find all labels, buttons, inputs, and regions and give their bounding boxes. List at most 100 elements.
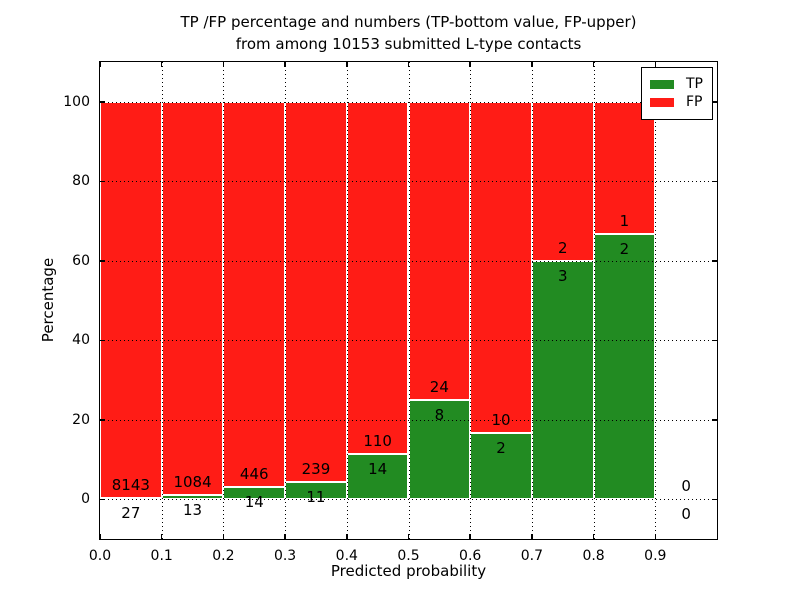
tp-count-annotation: 27 xyxy=(121,503,141,522)
y-tick-label: 80 xyxy=(72,173,90,190)
x-tick-label: 0.1 xyxy=(150,548,173,564)
x-tick-mark xyxy=(222,62,225,67)
tp-count-annotation: 14 xyxy=(244,493,264,512)
y-tick-mark xyxy=(100,180,105,182)
fp-count-annotation: 10 xyxy=(491,410,511,429)
x-tick-mark xyxy=(346,534,348,539)
fp-count-annotation: 0 xyxy=(681,477,691,496)
fp-count-annotation: 1084 xyxy=(173,472,212,491)
y-tick-mark xyxy=(712,101,717,103)
y-tick-label: 0 xyxy=(81,491,90,508)
x-tick-mark xyxy=(592,62,595,67)
tp-count-annotation: 3 xyxy=(557,266,568,285)
plot-area: TP FP 0.0 0.1 0.2 0.3 0.4 0.5 0.6 0.7 0.8 0.9 0 20 4… xyxy=(63,61,718,564)
x-tick-mark xyxy=(284,534,286,539)
x-tick-mark xyxy=(160,62,163,67)
x-tick-label: 0.2 xyxy=(212,548,235,564)
x-tick-label: 0.6 xyxy=(459,548,482,564)
legend-label-tp: TP xyxy=(686,76,703,92)
chart-title-line2: from among 10153 submitted L-type contac… xyxy=(235,35,582,53)
x-tick-mark xyxy=(654,534,657,539)
bar-segment-tp xyxy=(531,260,594,500)
legend-item-fp: FP xyxy=(650,95,703,110)
legend-item-tp: TP xyxy=(650,77,703,92)
fp-count-annotation: 239 xyxy=(301,459,331,478)
y-tick-mark xyxy=(712,180,717,182)
vertical-gridline xyxy=(346,62,348,539)
chart-title: TP /FP percentage and numbers (TP-bottom… xyxy=(99,11,718,55)
bar-segment-fp xyxy=(593,101,656,235)
y-tick-mark xyxy=(100,419,105,421)
y-tick-mark xyxy=(712,419,717,421)
y-tick-mark xyxy=(712,260,717,262)
x-tick-mark xyxy=(654,62,657,67)
fp-swatch-icon xyxy=(650,98,674,107)
x-tick-label: 0.7 xyxy=(520,548,544,564)
x-tick-mark xyxy=(469,62,471,67)
legend-label-fp: FP xyxy=(686,94,703,110)
fp-count-annotation: 8143 xyxy=(111,475,150,494)
vertical-gridline xyxy=(470,62,472,539)
bar-segment-fp xyxy=(346,101,409,455)
tp-swatch-icon xyxy=(650,80,674,89)
tp-count-annotation: 8 xyxy=(434,405,445,424)
x-tick-label: 0.0 xyxy=(88,548,112,564)
fp-count-annotation: 24 xyxy=(429,377,449,396)
x-axis-label: Predicted probability xyxy=(330,562,487,580)
bar-segment-tp xyxy=(408,399,471,500)
x-tick-mark xyxy=(407,534,410,539)
bar-segment-tp xyxy=(593,234,656,500)
vertical-gridline xyxy=(161,62,163,539)
x-tick-label: 0.9 xyxy=(644,548,667,564)
tp-count-annotation: 11 xyxy=(306,487,326,506)
bar-segment-fp xyxy=(285,101,347,482)
bar-segment-fp xyxy=(100,101,162,498)
y-tick-label: 100 xyxy=(63,93,90,110)
bar-segment-tp xyxy=(470,432,532,500)
tp-count-annotation: 0 xyxy=(681,505,691,524)
tp-count-annotation: 14 xyxy=(368,460,388,479)
tp-count-annotation: 13 xyxy=(183,500,203,519)
fp-count-annotation: 446 xyxy=(239,465,269,484)
x-tick-label: 0.8 xyxy=(582,548,605,564)
y-tick-label: 20 xyxy=(72,411,90,428)
x-tick-mark xyxy=(99,534,101,539)
bar-segment-fp xyxy=(408,101,471,400)
bar-segment-fp xyxy=(223,101,286,488)
fp-count-annotation: 2 xyxy=(557,238,568,257)
x-tick-mark xyxy=(407,62,410,67)
fp-count-annotation: 110 xyxy=(363,432,392,451)
y-tick-label: 40 xyxy=(72,332,90,349)
y-tick-mark xyxy=(712,498,717,500)
x-tick-mark xyxy=(222,534,225,539)
x-tick-label: 0.4 xyxy=(335,548,358,564)
vertical-gridline xyxy=(285,62,287,539)
y-tick-mark xyxy=(100,498,105,500)
fp-count-annotation: 1 xyxy=(619,212,630,231)
vertical-gridline xyxy=(531,62,533,539)
chart-title-line1: TP /FP percentage and numbers (TP-bottom… xyxy=(180,13,637,31)
y-tick-mark xyxy=(100,339,105,341)
x-tick-mark xyxy=(592,534,595,539)
y-tick-mark xyxy=(100,101,105,103)
bar-segment-fp xyxy=(470,101,532,433)
vertical-gridline xyxy=(408,62,410,539)
legend: TP FP xyxy=(641,67,713,120)
x-tick-mark xyxy=(531,62,533,67)
y-tick-mark xyxy=(712,339,717,341)
y-axis-label: Percentage xyxy=(39,257,57,343)
x-tick-mark xyxy=(284,62,286,67)
x-tick-mark xyxy=(531,534,533,539)
y-tick-label: 60 xyxy=(72,252,90,269)
tp-count-annotation: 2 xyxy=(496,438,506,457)
x-tick-label: 0.5 xyxy=(397,548,420,564)
x-tick-label: 0.3 xyxy=(273,548,297,564)
x-tick-mark xyxy=(99,62,101,67)
x-tick-mark xyxy=(346,62,348,67)
x-tick-mark xyxy=(160,534,163,539)
x-tick-mark xyxy=(469,534,471,539)
vertical-gridline xyxy=(593,62,595,539)
tp-count-annotation: 2 xyxy=(619,240,630,259)
y-tick-mark xyxy=(100,260,105,262)
